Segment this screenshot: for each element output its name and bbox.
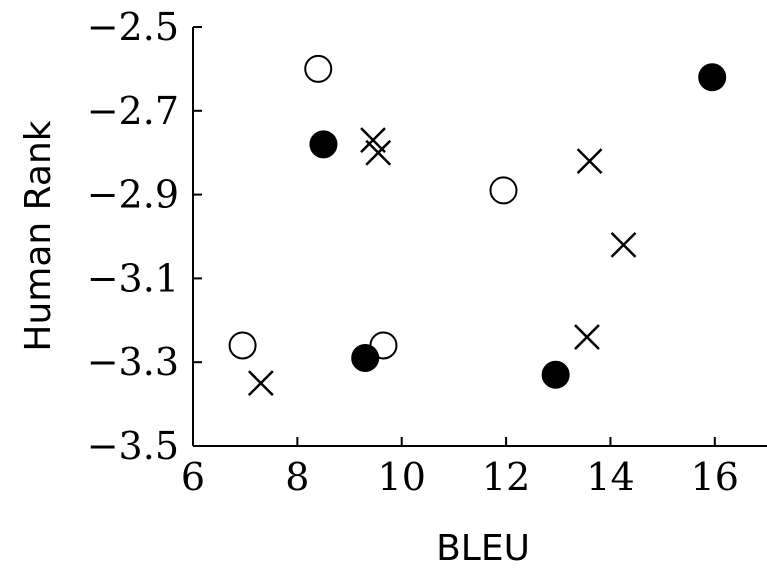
filled-circle-point [698,63,727,92]
x-tick-label: 12 [482,455,530,499]
data-marks [228,54,727,397]
cross-point [247,370,274,397]
x-tick-label: 14 [586,455,634,499]
cross-point [574,324,600,350]
y-tick-label: −2.7 [87,89,179,133]
y-axis-title: Human Rank [18,120,59,351]
y-tick-label: −3.1 [87,256,179,300]
cross-point [610,231,637,258]
open-circle-point [304,54,333,83]
filled-circle-point [351,344,380,373]
y-tick-label: −2.5 [87,5,179,49]
filled-circle-point [541,360,570,389]
open-circle-point [228,331,257,360]
x-axis-title: BLEU [436,528,530,568]
x-tick-label: 10 [378,455,426,499]
x-tick-label: 6 [181,455,205,499]
cross-point [576,148,603,174]
x-tick-label: 16 [691,455,739,499]
cross-point [365,139,392,166]
x-tick-label: 8 [285,455,309,499]
filled-circle-point [309,130,338,159]
open-circle-point [489,176,518,205]
cross-point [360,127,386,154]
y-tick-label: −2.9 [87,173,179,217]
tick-labels: 6 8 10 12 14 16 −2.5 −2.7 −2.9 −3.1 −3.3 −3.5 [87,5,739,499]
axes [192,27,767,447]
ticks [192,26,716,447]
y-tick-label: −3.3 [87,340,179,384]
y-tick-label: −3.5 [87,424,179,468]
